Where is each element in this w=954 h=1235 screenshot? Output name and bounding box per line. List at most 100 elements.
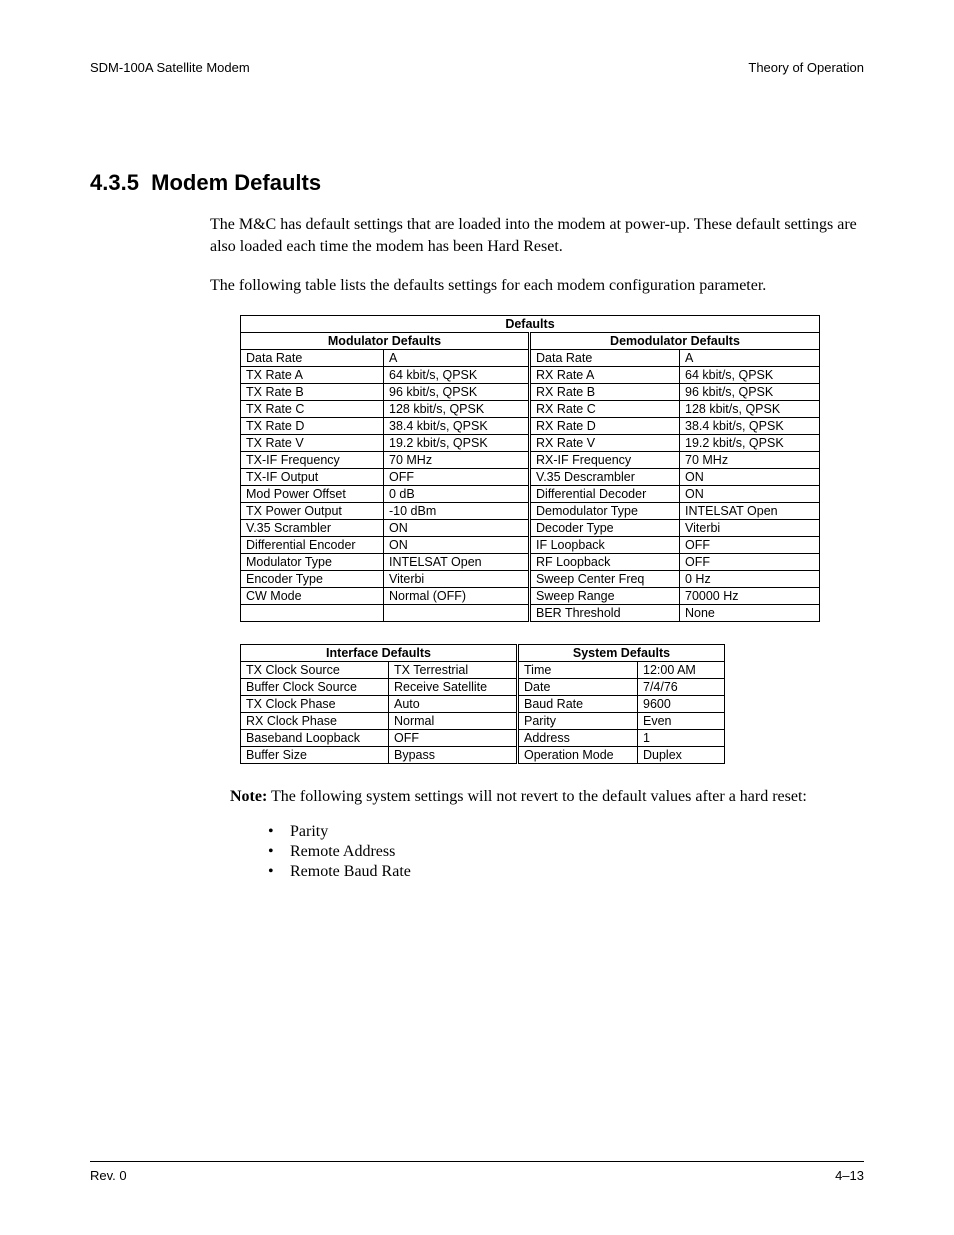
note-bullets: Parity Remote Address Remote Baud Rate <box>268 823 864 881</box>
defaults-table: Defaults Modulator Defaults Demodulator … <box>240 315 820 622</box>
cell: RX Rate V <box>530 434 680 451</box>
interface-system-table: Interface Defaults System Defaults TX Cl… <box>240 644 725 764</box>
table-row: BER ThresholdNone <box>241 604 820 621</box>
cell: OFF <box>680 553 820 570</box>
cell <box>241 604 384 621</box>
cell: Viterbi <box>384 570 530 587</box>
cell: 19.2 kbit/s, QPSK <box>680 434 820 451</box>
table-row: CW ModeNormal (OFF)Sweep Range70000 Hz <box>241 587 820 604</box>
table-row: TX-IF OutputOFFV.35 DescramblerON <box>241 468 820 485</box>
section-number: 4.3.5 <box>90 170 139 195</box>
cell: Buffer Size <box>241 746 389 763</box>
cell: INTELSAT Open <box>384 553 530 570</box>
cell: RX Rate A <box>530 366 680 383</box>
cell: TX Rate V <box>241 434 384 451</box>
table-row: TX Rate A64 kbit/s, QPSKRX Rate A64 kbit… <box>241 366 820 383</box>
cell: Address <box>518 729 638 746</box>
page-footer: Rev. 0 4–13 <box>90 1161 864 1183</box>
cell: Data Rate <box>241 349 384 366</box>
cell: 0 dB <box>384 485 530 502</box>
cell: 38.4 kbit/s, QPSK <box>384 417 530 434</box>
table-row: RX Clock PhaseNormalParityEven <box>241 712 725 729</box>
cell: 96 kbit/s, QPSK <box>384 383 530 400</box>
cell: Baud Rate <box>518 695 638 712</box>
cell: 70000 Hz <box>680 587 820 604</box>
cell: TX Clock Source <box>241 661 389 678</box>
table-row: Baseband LoopbackOFFAddress1 <box>241 729 725 746</box>
cell: A <box>680 349 820 366</box>
cell: OFF <box>680 536 820 553</box>
system-defaults-header: System Defaults <box>518 644 725 661</box>
cell: CW Mode <box>241 587 384 604</box>
cell: V.35 Descrambler <box>530 468 680 485</box>
cell: INTELSAT Open <box>680 502 820 519</box>
cell: Duplex <box>638 746 725 763</box>
cell: A <box>384 349 530 366</box>
cell: 38.4 kbit/s, QPSK <box>680 417 820 434</box>
interface-system-table-wrap: Interface Defaults System Defaults TX Cl… <box>240 644 864 764</box>
page-header: SDM-100A Satellite Modem Theory of Opera… <box>90 60 864 75</box>
table-row: TX Rate V19.2 kbit/s, QPSKRX Rate V19.2 … <box>241 434 820 451</box>
cell: Decoder Type <box>530 519 680 536</box>
cell: ON <box>680 468 820 485</box>
header-right: Theory of Operation <box>748 60 864 75</box>
cell: BER Threshold <box>530 604 680 621</box>
footer-left: Rev. 0 <box>90 1168 127 1183</box>
table-row: V.35 ScramblerONDecoder TypeViterbi <box>241 519 820 536</box>
demodulator-defaults-header: Demodulator Defaults <box>530 332 820 349</box>
cell: Normal (OFF) <box>384 587 530 604</box>
modulator-defaults-header: Modulator Defaults <box>241 332 530 349</box>
cell: RX Rate D <box>530 417 680 434</box>
cell: Modulator Type <box>241 553 384 570</box>
cell: Normal <box>389 712 518 729</box>
cell: TX Clock Phase <box>241 695 389 712</box>
cell: Encoder Type <box>241 570 384 587</box>
table-row: TX Rate D38.4 kbit/s, QPSKRX Rate D38.4 … <box>241 417 820 434</box>
cell: Differential Encoder <box>241 536 384 553</box>
cell: 9600 <box>638 695 725 712</box>
cell: 7/4/76 <box>638 678 725 695</box>
cell: 19.2 kbit/s, QPSK <box>384 434 530 451</box>
cell: Differential Decoder <box>530 485 680 502</box>
table-row: Modulator TypeINTELSAT OpenRF LoopbackOF… <box>241 553 820 570</box>
cell: 70 MHz <box>384 451 530 468</box>
cell: 70 MHz <box>680 451 820 468</box>
paragraph-2: The following table lists the defaults s… <box>210 275 864 297</box>
cell: TX Power Output <box>241 502 384 519</box>
cell: Buffer Clock Source <box>241 678 389 695</box>
table-row: TX Rate C128 kbit/s, QPSKRX Rate C128 kb… <box>241 400 820 417</box>
note-text: The following system settings will not r… <box>267 788 807 805</box>
cell: -10 dBm <box>384 502 530 519</box>
footer-right: 4–13 <box>835 1168 864 1183</box>
cell: RX-IF Frequency <box>530 451 680 468</box>
cell: 64 kbit/s, QPSK <box>384 366 530 383</box>
cell: TX Rate D <box>241 417 384 434</box>
cell: Parity <box>518 712 638 729</box>
cell: V.35 Scrambler <box>241 519 384 536</box>
cell: ON <box>384 519 530 536</box>
note-label: Note: <box>230 788 267 805</box>
table-row: Differential EncoderONIF LoopbackOFF <box>241 536 820 553</box>
cell: Mod Power Offset <box>241 485 384 502</box>
table-row: TX-IF Frequency70 MHzRX-IF Frequency70 M… <box>241 451 820 468</box>
section-heading: 4.3.5 Modem Defaults <box>90 170 864 196</box>
table-row: Buffer Clock SourceReceive SatelliteDate… <box>241 678 725 695</box>
bullet-item: Remote Baud Rate <box>268 863 864 881</box>
cell: TX Rate B <box>241 383 384 400</box>
cell: 64 kbit/s, QPSK <box>680 366 820 383</box>
table-row: TX Clock SourceTX TerrestrialTime12:00 A… <box>241 661 725 678</box>
cell: 1 <box>638 729 725 746</box>
cell: TX Rate C <box>241 400 384 417</box>
cell: Receive Satellite <box>389 678 518 695</box>
header-left: SDM-100A Satellite Modem <box>90 60 250 75</box>
cell: ON <box>680 485 820 502</box>
cell: TX-IF Frequency <box>241 451 384 468</box>
cell: 96 kbit/s, QPSK <box>680 383 820 400</box>
table-row: Buffer SizeBypassOperation ModeDuplex <box>241 746 725 763</box>
cell: OFF <box>389 729 518 746</box>
defaults-table-title: Defaults <box>241 315 820 332</box>
note-paragraph: Note: The following system settings will… <box>230 786 864 808</box>
cell: RX Clock Phase <box>241 712 389 729</box>
cell: None <box>680 604 820 621</box>
cell: Bypass <box>389 746 518 763</box>
